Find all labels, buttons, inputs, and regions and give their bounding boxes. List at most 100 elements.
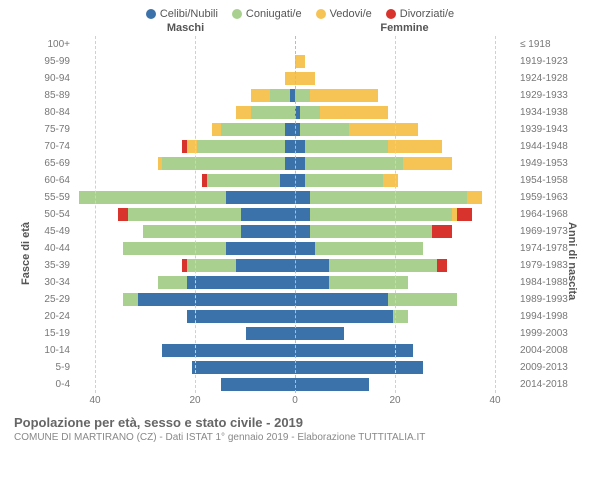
bar-segment	[295, 378, 369, 391]
female-half	[295, 359, 516, 376]
bar-segment	[221, 378, 295, 391]
male-half	[74, 359, 295, 376]
legend-swatch	[232, 9, 242, 19]
age-label: 45-49	[20, 226, 74, 237]
male-half	[74, 104, 295, 121]
legend-label: Coniugati/e	[246, 8, 302, 20]
legend-item: Divorziati/e	[386, 8, 454, 20]
year-label: 1944-1948	[516, 141, 580, 152]
bar-segment	[226, 242, 295, 255]
bar-segment	[128, 208, 241, 221]
male-half	[74, 121, 295, 138]
age-label: 30-34	[20, 277, 74, 288]
bar-segment	[236, 106, 251, 119]
age-label: 5-9	[20, 362, 74, 373]
bar-segment	[246, 327, 295, 340]
male-half	[74, 240, 295, 257]
bar-segment	[138, 293, 295, 306]
female-bar	[295, 344, 413, 357]
male-bar	[118, 208, 295, 221]
bar-zone	[74, 376, 516, 393]
female-half	[295, 87, 516, 104]
bar-segment	[295, 72, 315, 85]
bar-segment	[349, 123, 418, 136]
pyramid-row: 35-391979-1983	[20, 257, 580, 274]
female-bar	[295, 225, 452, 238]
male-bar	[79, 191, 295, 204]
pyramid-rows: 100+≤ 191895-991919-192390-941924-192885…	[20, 36, 580, 393]
female-half	[295, 257, 516, 274]
age-label: 60-64	[20, 175, 74, 186]
age-label: 100+	[20, 39, 74, 50]
female-bar	[295, 157, 452, 170]
x-tick: 20	[389, 395, 400, 406]
bar-segment	[241, 208, 295, 221]
legend-item: Coniugati/e	[232, 8, 302, 20]
age-label: 65-69	[20, 158, 74, 169]
legend: Celibi/NubiliConiugati/eVedovi/eDivorzia…	[0, 0, 600, 22]
female-half	[295, 291, 516, 308]
female-bar	[295, 293, 457, 306]
bar-segment	[187, 259, 236, 272]
bar-segment	[187, 276, 295, 289]
female-half	[295, 325, 516, 342]
pyramid-row: 95-991919-1923	[20, 53, 580, 70]
male-bar	[182, 259, 295, 272]
male-bar	[251, 89, 295, 102]
female-bar	[295, 174, 398, 187]
pyramid-row: 50-541964-1968	[20, 206, 580, 223]
year-label: 1924-1928	[516, 73, 580, 84]
bar-segment	[310, 208, 452, 221]
age-label: 0-4	[20, 379, 74, 390]
bar-segment	[295, 344, 413, 357]
x-tick: 40	[489, 395, 500, 406]
male-bar	[143, 225, 295, 238]
male-half	[74, 223, 295, 240]
bar-segment	[280, 174, 295, 187]
bar-segment	[295, 310, 393, 323]
header-male: Maschi	[76, 22, 295, 34]
male-bar	[162, 344, 295, 357]
female-half	[295, 53, 516, 70]
year-label: 1954-1958	[516, 175, 580, 186]
male-bar	[221, 378, 295, 391]
bar-segment	[329, 259, 437, 272]
female-bar	[295, 72, 315, 85]
bar-segment	[295, 293, 388, 306]
year-label: 1969-1973	[516, 226, 580, 237]
bar-segment	[295, 242, 315, 255]
pyramid-row: 10-142004-2008	[20, 342, 580, 359]
year-label: 1989-1993	[516, 294, 580, 305]
male-half	[74, 274, 295, 291]
bar-zone	[74, 104, 516, 121]
bar-segment	[241, 225, 295, 238]
male-bar	[236, 106, 295, 119]
female-half	[295, 155, 516, 172]
bar-segment	[310, 225, 433, 238]
legend-label: Vedovi/e	[330, 8, 372, 20]
x-ticks: 402002040	[70, 395, 520, 407]
bar-segment	[285, 72, 295, 85]
female-half	[295, 342, 516, 359]
female-half	[295, 206, 516, 223]
pyramid-row: 30-341984-1988	[20, 274, 580, 291]
bar-zone	[74, 87, 516, 104]
x-tick: 20	[189, 395, 200, 406]
bar-segment	[143, 225, 241, 238]
male-bar	[285, 72, 295, 85]
bar-segment	[212, 123, 222, 136]
age-label: 55-59	[20, 192, 74, 203]
female-half	[295, 172, 516, 189]
pyramid-row: 70-741944-1948	[20, 138, 580, 155]
female-bar	[295, 208, 472, 221]
bar-segment	[388, 293, 457, 306]
pyramid-row: 85-891929-1933	[20, 87, 580, 104]
year-label: 2009-2013	[516, 362, 580, 373]
male-bar	[158, 276, 296, 289]
bar-segment	[295, 361, 423, 374]
bar-segment	[320, 106, 389, 119]
pyramid-row: 65-691949-1953	[20, 155, 580, 172]
legend-swatch	[146, 9, 156, 19]
bar-segment	[285, 123, 295, 136]
year-label: 1979-1983	[516, 260, 580, 271]
